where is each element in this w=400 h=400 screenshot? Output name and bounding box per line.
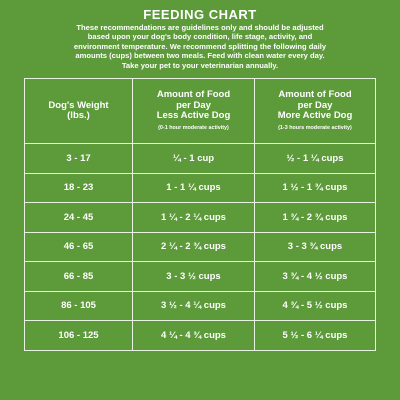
intro-line: based upon your dog's body condition, li…: [87, 32, 313, 42]
header-line: Less Active Dog: [156, 110, 231, 122]
header-line: Dog's Weight: [48, 99, 109, 111]
table-row: 18 - 23 1 - 1 ¼ cups 1 ½ - 1 ¾ cups: [24, 172, 376, 203]
intro-line: amounts (cups) between two meals. Feed w…: [75, 51, 325, 61]
more-active-cell: 5 ½ - 6 ¼ cups: [254, 320, 376, 351]
weight-cell: 18 - 23: [24, 172, 133, 203]
header-line: per Day: [297, 99, 333, 111]
weight-cell: 106 - 125: [24, 320, 133, 351]
intro-line: environment temperature. We recommend sp…: [73, 41, 327, 51]
more-active-cell: 4 ¾ - 5 ½ cups: [254, 290, 376, 321]
header-line: Amount of Food: [278, 89, 352, 101]
table-row: 46 - 65 2 ¼ - 2 ¾ cups 3 - 3 ¾ cups: [24, 231, 376, 262]
header-line: (lbs.): [67, 110, 90, 121]
table-row: 86 - 105 3 ½ - 4 ¼ cups 4 ¾ - 5 ½ cups: [24, 290, 376, 321]
header-more-active: Amount of Food per Day More Active Dog (…: [254, 78, 376, 144]
feeding-table: Dog's Weight (lbs.) Amount of Food per D…: [24, 78, 376, 351]
header-less-active: Amount of Food per Day Less Active Dog (…: [132, 78, 255, 144]
header-subnote: (0-1 hour moderate activity): [158, 124, 229, 131]
less-active-cell: 1 ¼ - 2 ¼ cups: [132, 202, 255, 233]
header-subnote: (1-3 hours moderate activity): [278, 124, 352, 131]
less-active-cell: ¼ - 1 cup: [132, 143, 255, 174]
header-line: per Day: [176, 99, 211, 111]
intro-line: Take your pet to your veterinarian annua…: [121, 60, 279, 70]
weight-cell: 24 - 45: [24, 202, 133, 233]
less-active-cell: 1 - 1 ¼ cups: [132, 172, 255, 203]
table-row: 106 - 125 4 ¼ - 4 ¾ cups 5 ½ - 6 ¼ cups: [24, 320, 376, 351]
intro-line: These recommendations are guidelines onl…: [76, 23, 324, 32]
weight-cell: 66 - 85: [24, 261, 133, 292]
table-row: 3 - 17 ¼ - 1 cup ½ - 1 ¼ cups: [24, 143, 376, 174]
less-active-cell: 3 ½ - 4 ¼ cups: [132, 290, 255, 321]
weight-cell: 46 - 65: [24, 231, 133, 262]
intro-text: These recommendations are guidelines onl…: [18, 23, 382, 70]
table-row: 24 - 45 1 ¼ - 2 ¼ cups 1 ¾ - 2 ¾ cups: [24, 202, 376, 233]
more-active-cell: 1 ¾ - 2 ¾ cups: [254, 202, 376, 233]
less-active-cell: 4 ¼ - 4 ¾ cups: [132, 320, 255, 351]
header-line: More Active Dog: [277, 110, 353, 122]
less-active-cell: 3 - 3 ½ cups: [132, 261, 255, 292]
more-active-cell: ½ - 1 ¼ cups: [254, 143, 376, 174]
less-active-cell: 2 ¼ - 2 ¾ cups: [132, 231, 255, 262]
header-row: Dog's Weight (lbs.) Amount of Food per D…: [24, 78, 376, 144]
header-weight: Dog's Weight (lbs.): [24, 78, 133, 144]
header-line: Amount of Food: [156, 89, 231, 101]
more-active-cell: 3 ¾ - 4 ½ cups: [254, 261, 376, 292]
more-active-cell: 3 - 3 ¾ cups: [254, 231, 376, 262]
weight-cell: 86 - 105: [24, 290, 133, 321]
table-row: 66 - 85 3 - 3 ½ cups 3 ¾ - 4 ½ cups: [24, 261, 376, 292]
chart-title: FEEDING CHART: [143, 7, 257, 22]
weight-cell: 3 - 17: [24, 143, 133, 174]
more-active-cell: 1 ½ - 1 ¾ cups: [254, 172, 376, 203]
